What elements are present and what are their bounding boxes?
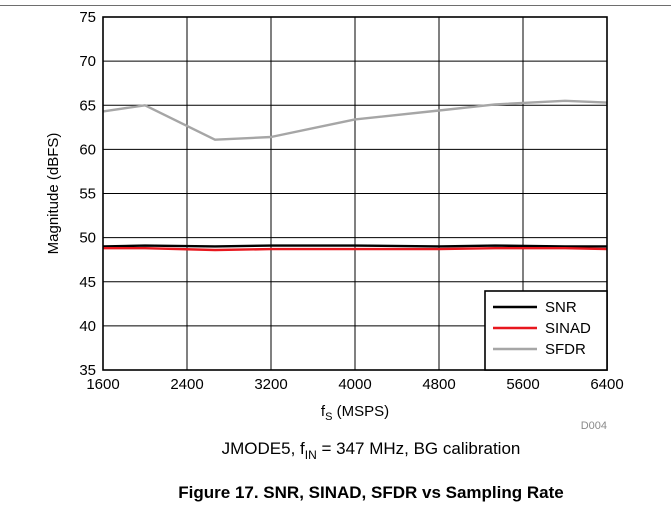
y-tick-label: 75 — [79, 9, 96, 26]
top-rule — [0, 5, 671, 6]
figure-caption: Figure 17. SNR, SINAD, SFDR vs Sampling … — [178, 483, 563, 502]
chart-subtitle: JMODE5, fIN = 347 MHz, BG calibration — [222, 439, 521, 462]
x-tick-label: 6400 — [590, 376, 623, 393]
plot-frame — [102, 16, 608, 371]
series-line-sinad — [103, 246, 608, 252]
legend-box — [484, 290, 608, 371]
x-tick-label: 4000 — [338, 376, 371, 393]
subtitle-suffix: = 347 MHz, BG calibration — [317, 439, 521, 458]
series-line-sfdr — [102, 99, 608, 141]
x-tick-label: 1600 — [86, 376, 119, 393]
x-tick-labels: 1600 2400 3200 4000 4800 5600 6400 — [86, 376, 623, 393]
y-tick-labels: 35 40 45 50 55 60 65 70 75 — [79, 9, 96, 379]
y-axis-title: Magnitude (dBFS) — [45, 133, 62, 255]
subtitle-prefix: JMODE5, f — [222, 439, 305, 458]
x-axis-title: fS (MSPS) — [321, 403, 389, 423]
x-axis-title-subscript: S — [325, 411, 332, 423]
y-tick-label: 50 — [79, 230, 96, 247]
legend-label-sfdr: SFDR — [545, 341, 586, 358]
y-tick-label: 55 — [79, 186, 96, 203]
legend-items: SNR SINAD SFDR — [493, 299, 591, 358]
x-axis-title-suffix: (MSPS) — [332, 403, 389, 420]
x-axis-title-prefix: f — [321, 403, 326, 420]
legend-label-sinad: SINAD — [545, 320, 591, 337]
y-tick-label: 70 — [79, 53, 96, 70]
y-tick-label: 65 — [79, 97, 96, 114]
y-tick-label: 35 — [79, 362, 96, 379]
y-tick-label: 60 — [79, 141, 96, 158]
x-tick-label: 2400 — [170, 376, 203, 393]
legend: SNR SINAD SFDR — [484, 290, 608, 371]
series-layer — [102, 99, 608, 252]
legend-label-snr: SNR — [545, 299, 577, 316]
x-tick-label: 5600 — [506, 376, 539, 393]
x-tick-label: 4800 — [422, 376, 455, 393]
figure-code-label: D004 — [581, 420, 607, 432]
x-tick-label: 3200 — [254, 376, 287, 393]
subtitle-subscript: IN — [305, 448, 317, 462]
y-tick-label: 45 — [79, 274, 96, 291]
series-line-snr — [102, 244, 607, 248]
y-tick-label: 40 — [79, 318, 96, 335]
